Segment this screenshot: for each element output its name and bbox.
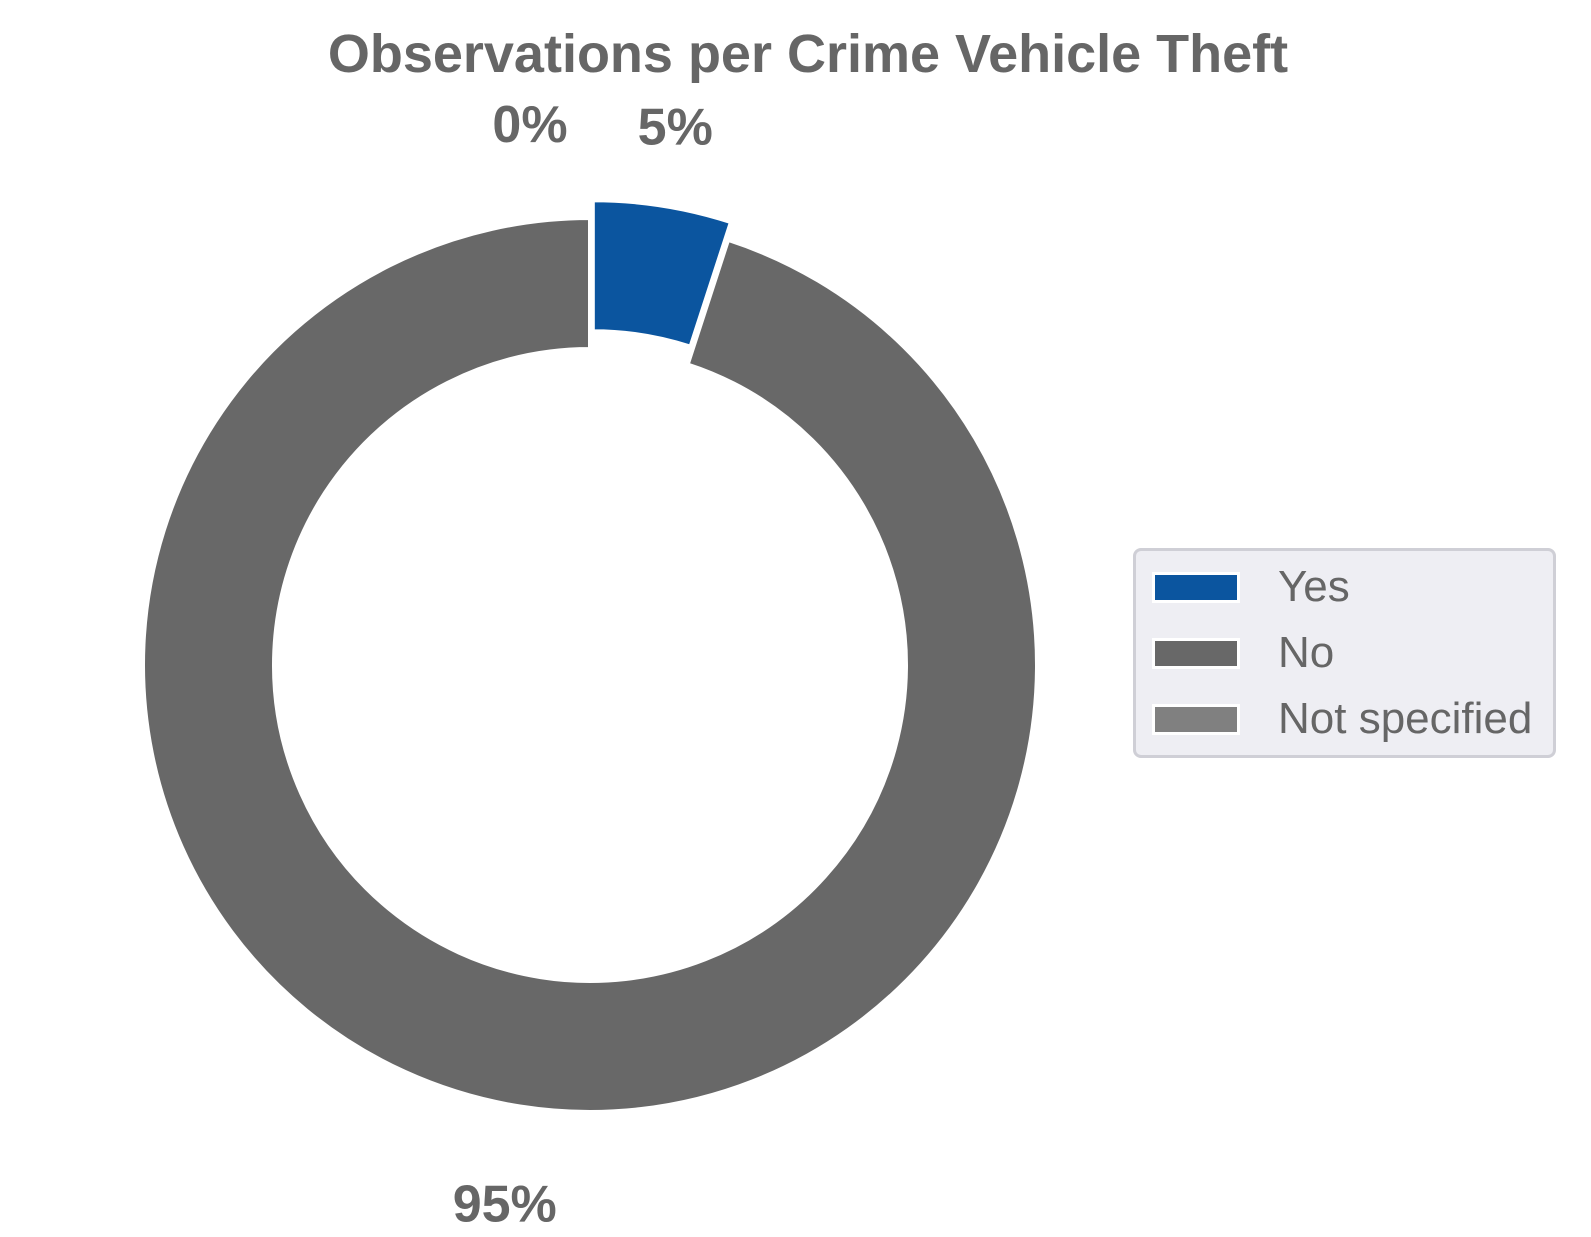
legend: Yes No Not specified [1133, 548, 1556, 758]
legend-label-no: No [1278, 628, 1335, 677]
percent-labels-group: 5% 95% 0% [453, 96, 713, 1233]
slice-yes [590, 198, 734, 350]
legend-item-yes: Yes [1152, 562, 1350, 611]
pct-label-no: 95% [453, 1175, 557, 1233]
pct-label-not-specified: 0% [492, 96, 567, 154]
legend-swatch-yes [1152, 571, 1240, 603]
legend-item-no: No [1152, 628, 1335, 677]
slice-no [140, 215, 1039, 1114]
legend-swatch-not-specified [1152, 703, 1240, 735]
legend-swatch-no [1152, 637, 1240, 669]
legend-label-not-specified: Not specified [1278, 694, 1533, 743]
legend-label-yes: Yes [1278, 562, 1350, 611]
slices-group [140, 198, 1039, 1114]
chart-title: Observations per Crime Vehicle Theft [328, 24, 1288, 84]
pct-label-yes: 5% [638, 99, 713, 157]
legend-item-not-specified: Not specified [1152, 694, 1533, 743]
